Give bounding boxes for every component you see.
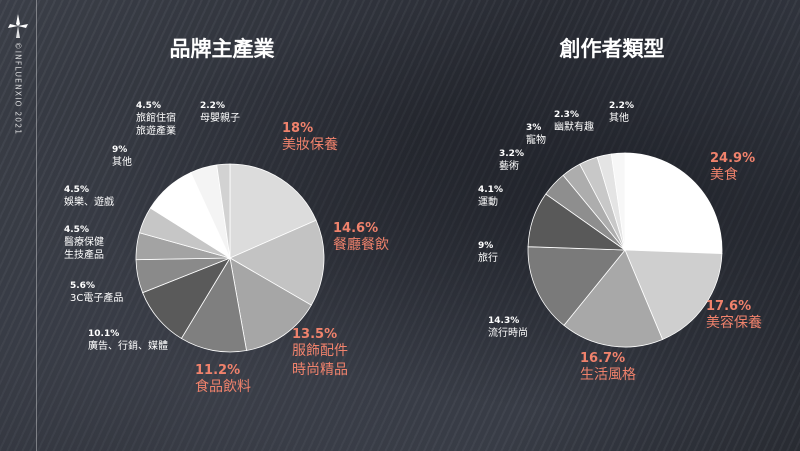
slice-label: 14.6%餐廳餐飲 [333,221,389,253]
slice-percent: 24.9% [710,151,755,166]
slice-percent: 4.5% [136,101,161,111]
slice-label: 16.7%生活風格 [580,351,636,383]
pie-slice [624,152,723,255]
slice-percent: 17.6% [706,299,751,314]
slice-label: 17.6%美容保養 [706,299,762,331]
slice-category-label: 藝術 [499,159,519,172]
slice-category-label: 流行時尚 [488,326,528,339]
slice-label: 2.3%幽默有趣 [554,110,594,133]
slice-label: 3%寵物 [526,123,546,146]
slice-percent: 5.6% [70,281,95,291]
slice-category-label: 寵物 [526,133,546,146]
slice-category-label: 母嬰親子 [200,111,240,124]
slice-percent: 4.1% [478,185,503,195]
slice-category-label: 其他 [609,111,629,124]
slice-percent: 3% [526,123,541,133]
slice-percent: 2.3% [554,110,579,120]
slice-category-label: 生活風格 [580,367,636,383]
influenxio-logo-icon [8,14,28,38]
pie-slice [610,152,626,251]
pie-chart-1: 品牌主產業 18%美妝保養 14.6%餐廳餐飲 13.5%服飾配件時尚精品 11.2%食… [64,37,389,395]
pie-slice [216,163,231,259]
slice-percent: 9% [478,241,493,251]
slice-label: 2.2%其他 [609,101,634,124]
slice-percent: 9% [112,145,127,155]
slice-percent: 4.5% [64,225,89,235]
slice-label: 14.3%流行時尚 [488,316,528,339]
slice-category-label: 旅館住宿旅遊產業 [136,111,176,137]
pie-slice [527,246,626,326]
pie-slice [624,249,723,340]
pie-slice [229,257,312,351]
slice-label: 24.9%美食 [710,151,755,183]
slice-category-label: 娛樂、遊戲 [64,195,114,208]
slice-percent: 10.1% [88,329,119,339]
slice-label: 5.6%3C電子產品 [70,281,123,304]
slice-label: 4.5%娛樂、遊戲 [64,185,114,208]
slice-percent: 3.2% [499,149,524,159]
slice-percent: 11.2% [195,363,240,378]
slice-percent: 2.2% [200,101,225,111]
slice-category-label: 幽默有趣 [554,120,594,133]
slice-category-label: 3C電子產品 [70,291,123,304]
slice-percent: 14.3% [488,316,519,326]
slice-percent: 16.7% [580,351,625,366]
slice-label: 2.2%母嬰親子 [200,101,240,124]
pie-slice [229,163,317,259]
pie-slice [563,249,664,348]
slice-label: 13.5%服飾配件時尚精品 [292,327,348,378]
slice-category-label: 醫療保健生技產品 [64,235,104,261]
slice-label: 9%其他 [112,145,132,168]
slice-category-label: 服飾配件時尚精品 [292,343,348,378]
slice-label: 18%美妝保養 [282,121,338,153]
slice-percent: 2.2% [609,101,634,111]
slice-category-label: 運動 [478,195,498,208]
slice-category-label: 美容保養 [706,314,762,331]
slice-category-label: 食品飲料 [195,378,251,395]
pie-slice [180,256,248,353]
sidebar: ©INFLUENXIO 2021 [0,0,37,451]
chart-title: 品牌主產業 [170,37,276,61]
slice-label: 4.1%運動 [478,185,503,208]
slice-label: 11.2%食品飲料 [195,363,251,395]
pie-chart-2: 創作者類型 24.9%美食 17.6%美容保養 16.7%生活風格 14.3%流行時尚 9… [478,37,762,383]
slice-label: 3.2%藝術 [499,149,524,172]
slice-percent: 13.5% [292,327,337,342]
slice-category-label: 廣告、行銷、媒體 [88,339,168,352]
slice-percent: 18% [282,121,313,136]
slice-category-label: 美妝保養 [282,136,338,153]
slice-percent: 4.5% [64,185,89,195]
slice-label: 10.1%廣告、行銷、媒體 [88,329,168,352]
slice-percent: 14.6% [333,221,378,236]
slice-label: 4.5%旅館住宿旅遊產業 [136,101,176,137]
slice-category-label: 餐廳餐飲 [333,236,389,253]
pie-slice [229,219,325,306]
slice-label: 9%旅行 [478,241,498,264]
slice-category-label: 其他 [112,155,132,168]
slice-label: 4.5%醫療保健生技產品 [64,225,104,261]
slice-category-label: 美食 [710,166,738,183]
chart-title: 創作者類型 [560,37,665,61]
slice-category-label: 旅行 [478,251,498,264]
